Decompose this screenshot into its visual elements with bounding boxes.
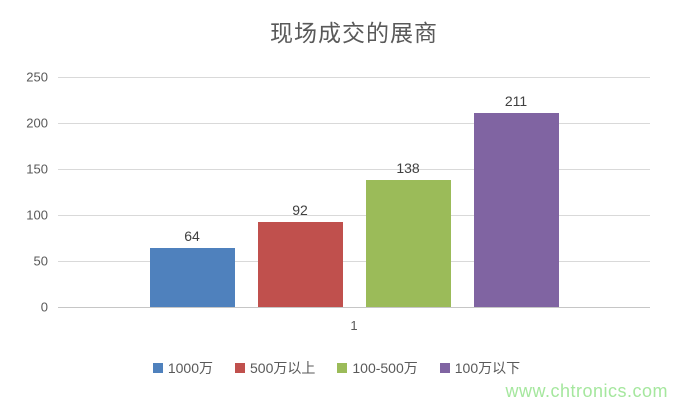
y-tick-label: 200 (26, 115, 48, 131)
legend-item-1000万: 1000万 (152, 358, 214, 378)
gridline (58, 169, 650, 170)
bar-1000万: 64 (149, 228, 235, 307)
bar-data-label: 92 (292, 202, 308, 219)
legend-swatch-icon (337, 363, 348, 373)
legend-label: 100-500万 (352, 360, 418, 376)
bar-500万以上: 92 (257, 202, 343, 307)
legend-label: 100万以下 (454, 360, 521, 376)
gridline (58, 261, 650, 262)
chart-title: 现场成交的展商 (270, 20, 438, 46)
gridline (58, 215, 650, 216)
x-axis-category-label: 1 (350, 318, 358, 333)
x-axis-line (58, 307, 650, 308)
plot-area: 0 50 100 150 200 250 64 92 138 211 (26, 70, 650, 315)
legend-swatch-icon (152, 363, 163, 373)
y-tick-label: 0 (40, 299, 48, 315)
bar-data-label: 211 (504, 92, 528, 109)
bar-100-500万: 138 (365, 160, 451, 307)
bar-data-label: 64 (184, 228, 200, 245)
legend-label: 500万以上 (250, 360, 316, 376)
legend: 1000万 500万以上 100-500万 100万以下 (0, 358, 673, 378)
legend-label: 1000万 (167, 360, 214, 376)
gridline (58, 77, 650, 78)
legend-item-100万以下: 100万以下 (439, 358, 521, 378)
bar-100万以下: 211 (473, 93, 559, 307)
legend-swatch-icon (439, 363, 450, 373)
legend-item-100-500万: 100-500万 (337, 358, 418, 378)
y-tick-label: 50 (33, 253, 48, 269)
legend-swatch-icon (235, 363, 246, 373)
watermark: www.chtronics.com (505, 381, 668, 401)
y-tick-label: 150 (26, 161, 48, 177)
y-tick-label: 100 (26, 207, 48, 223)
legend-item-500万以上: 500万以上 (235, 358, 315, 378)
y-tick-label: 250 (26, 69, 48, 85)
bar-data-label: 138 (396, 160, 420, 177)
gridline (58, 123, 650, 124)
